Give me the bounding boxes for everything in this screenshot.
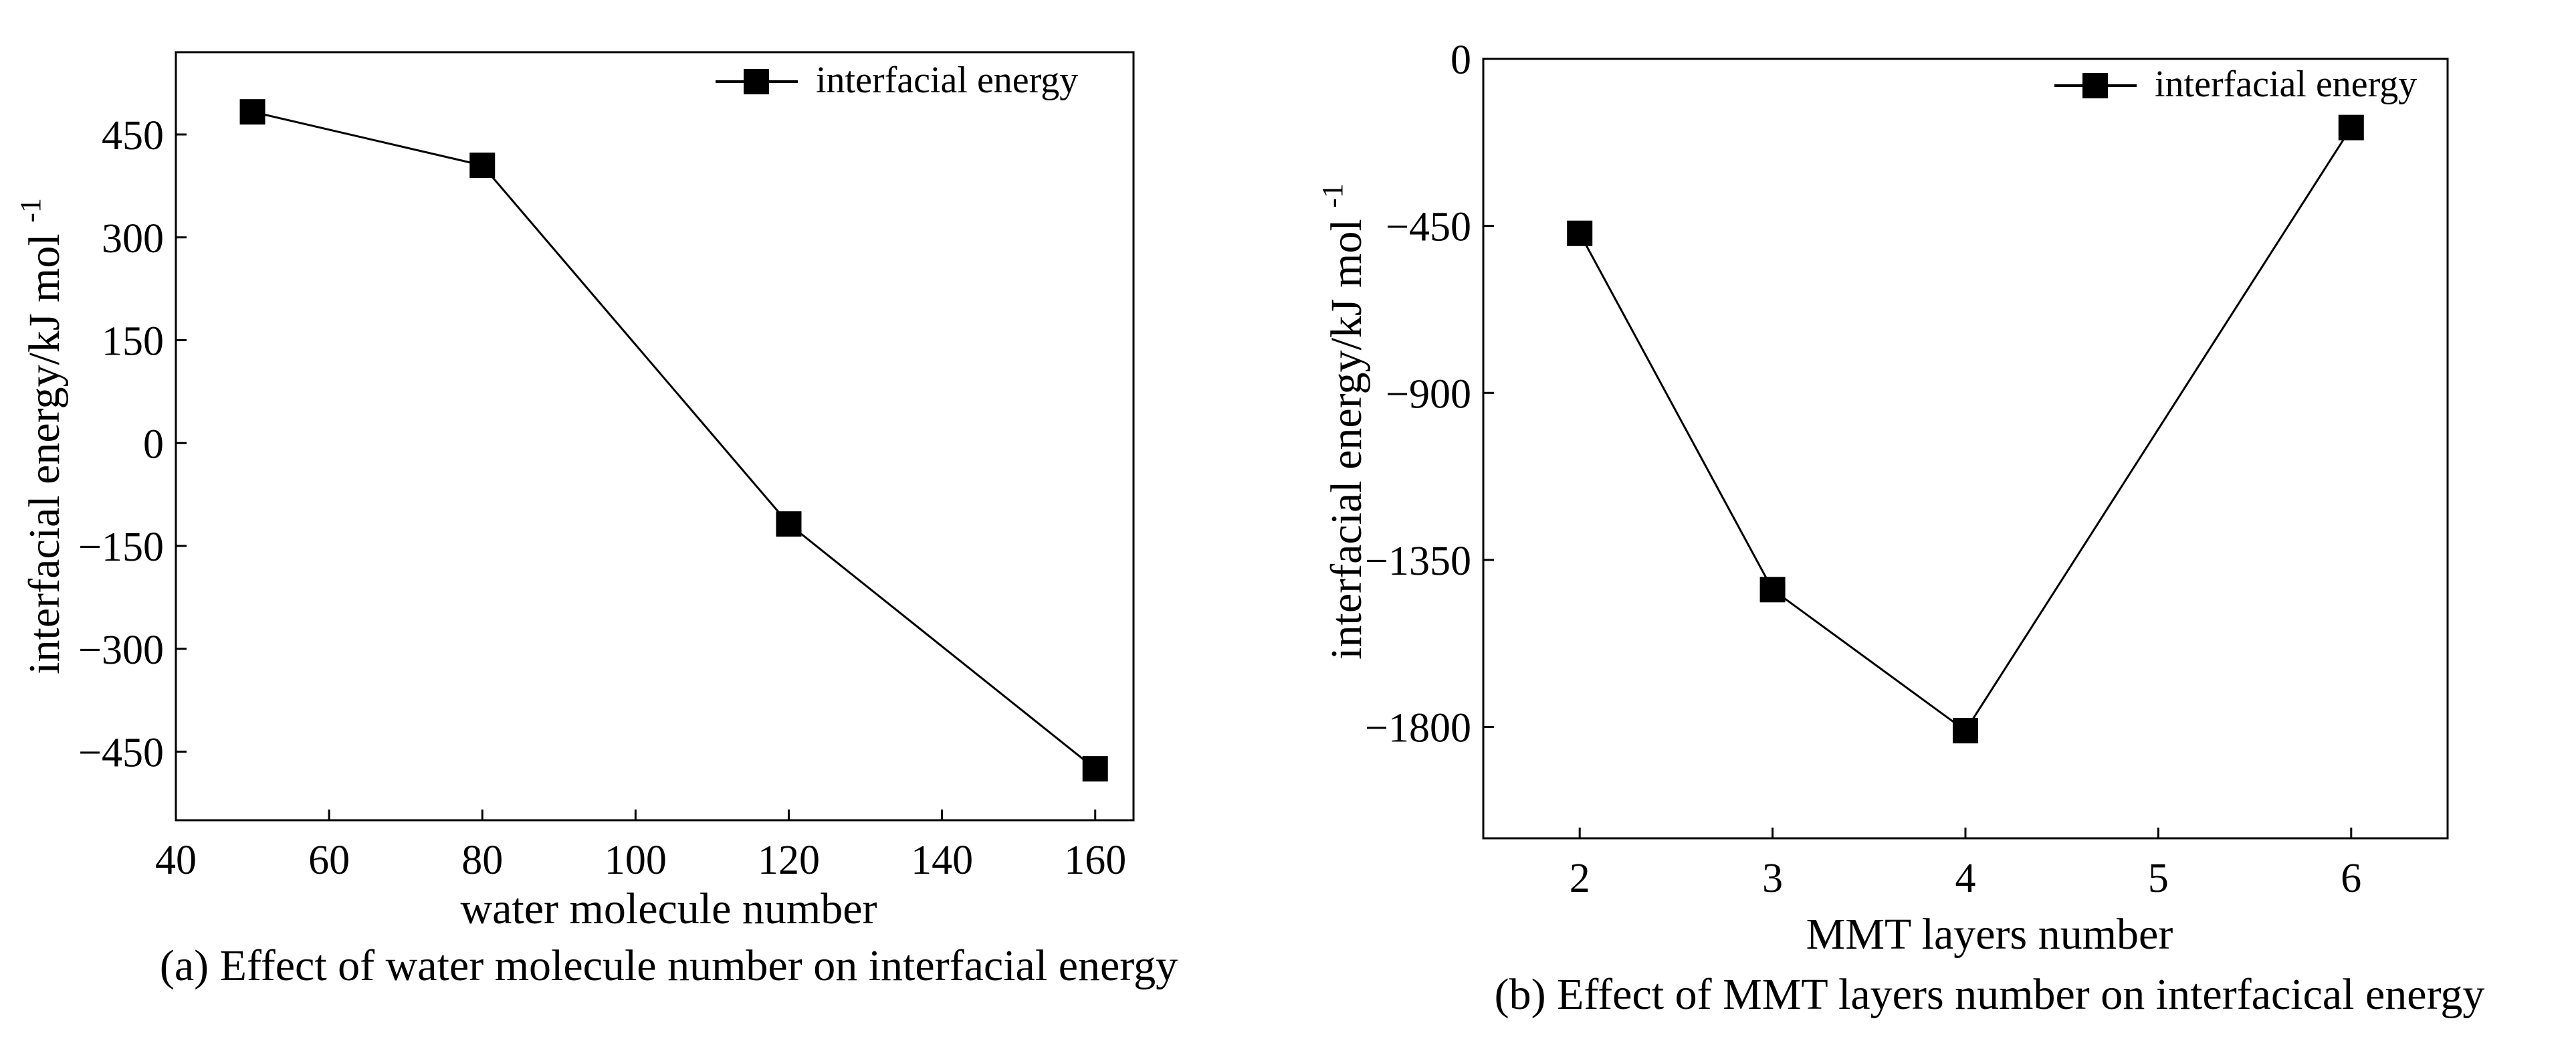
chart-b-x-tick-label: 6 bbox=[2341, 856, 2361, 901]
chart-a-caption: (a) Effect of water molecule number on i… bbox=[160, 941, 1178, 990]
chart-a-y-tick-label: −450 bbox=[78, 731, 164, 776]
chart-a-x-tick-label: 140 bbox=[911, 838, 973, 883]
chart-b-y-axis-label: interfacial energy/kJ mol -1 bbox=[1316, 183, 1371, 660]
chart-b-legend-marker bbox=[2082, 73, 2108, 98]
chart-a-x-ticks: 40 60 80 100 120 140 160 bbox=[155, 810, 1126, 883]
chart-b-caption: (b) Effect of MMT layers number on inter… bbox=[1495, 970, 2485, 1019]
chart-a-series-line bbox=[252, 110, 1096, 770]
chart-a-legend: interfacial energy bbox=[716, 60, 1078, 101]
chart-b-x-tick-label: 5 bbox=[2148, 856, 2169, 901]
chart-b-y-tick-label: −1350 bbox=[1365, 539, 1471, 584]
chart-b-series bbox=[1567, 114, 2364, 744]
chart-b-y-axis-label-main: interfacial energy/kJ mol bbox=[1322, 219, 1371, 660]
chart-a-data-point bbox=[239, 99, 265, 125]
chart-b-data-point bbox=[1759, 577, 1786, 603]
chart-a: −450 −300 −150 0 150 300 450 40 60 80 100 120 140 16… bbox=[14, 51, 1178, 990]
chart-b-y-tick-label: −1800 bbox=[1365, 706, 1471, 751]
chart-b-y-ticks: 0 −450 −900 −1350 −1800 bbox=[1365, 37, 1494, 751]
chart-b-x-ticks: 2 3 4 5 6 bbox=[1570, 828, 2361, 901]
chart-a-data-point bbox=[469, 153, 496, 179]
chart-a-y-tick-label: 0 bbox=[143, 421, 164, 467]
chart-a-plot-frame bbox=[175, 51, 1135, 822]
chart-b-data-point bbox=[1953, 718, 1978, 744]
chart-a-series bbox=[239, 99, 1108, 782]
chart-a-y-axis-label-sup: -1 bbox=[14, 198, 47, 223]
chart-b-x-tick-label: 2 bbox=[1570, 856, 1590, 901]
chart-b: 0 −450 −900 −1350 −1800 2 3 4 5 6 interfacial en… bbox=[1316, 37, 2484, 1019]
chart-a-y-tick-label: 300 bbox=[102, 216, 164, 262]
chart-a-legend-marker bbox=[744, 69, 769, 94]
chart-b-y-tick-label: −450 bbox=[1386, 205, 1471, 250]
chart-b-data-point bbox=[1567, 220, 1593, 246]
chart-a-y-tick-label: 450 bbox=[102, 113, 164, 159]
chart-b-series-line bbox=[1578, 126, 2353, 733]
chart-a-data-point bbox=[1082, 756, 1108, 782]
chart-b-y-axis-label-sup: -1 bbox=[1316, 183, 1349, 208]
chart-b-data-point bbox=[2338, 114, 2364, 140]
chart-b-x-axis-label: MMT layers number bbox=[1806, 910, 2173, 959]
chart-b-legend-label: interfacial energy bbox=[2155, 64, 2417, 105]
chart-a-y-tick-label: 150 bbox=[102, 319, 164, 365]
chart-a-y-axis-label-main: interfacial energy/kJ mol bbox=[20, 233, 69, 674]
chart-b-y-tick-label: −900 bbox=[1386, 371, 1471, 417]
chart-a-y-ticks: −450 −300 −150 0 150 300 450 bbox=[78, 113, 187, 776]
chart-a-x-axis-label: water molecule number bbox=[460, 884, 877, 933]
chart-a-x-tick-label: 60 bbox=[308, 838, 350, 883]
chart-a-legend-label: interfacial energy bbox=[816, 60, 1078, 101]
chart-b-legend: interfacial energy bbox=[2054, 64, 2417, 105]
chart-a-x-tick-label: 120 bbox=[758, 838, 820, 883]
chart-a-y-tick-label: −150 bbox=[78, 525, 164, 570]
chart-a-x-tick-label: 40 bbox=[155, 838, 197, 883]
chart-a-y-axis-label: interfacial energy/kJ mol -1 bbox=[14, 198, 69, 674]
chart-a-y-tick-label: −300 bbox=[78, 628, 164, 673]
chart-b-x-tick-label: 3 bbox=[1762, 856, 1783, 901]
chart-b-x-tick-label: 4 bbox=[1955, 856, 1976, 901]
chart-a-x-tick-label: 100 bbox=[605, 838, 667, 883]
chart-a-x-tick-label: 80 bbox=[461, 838, 503, 883]
chart-a-x-tick-label: 160 bbox=[1064, 838, 1126, 883]
chart-b-y-tick-label: 0 bbox=[1451, 37, 1471, 83]
chart-a-data-point bbox=[776, 511, 802, 537]
